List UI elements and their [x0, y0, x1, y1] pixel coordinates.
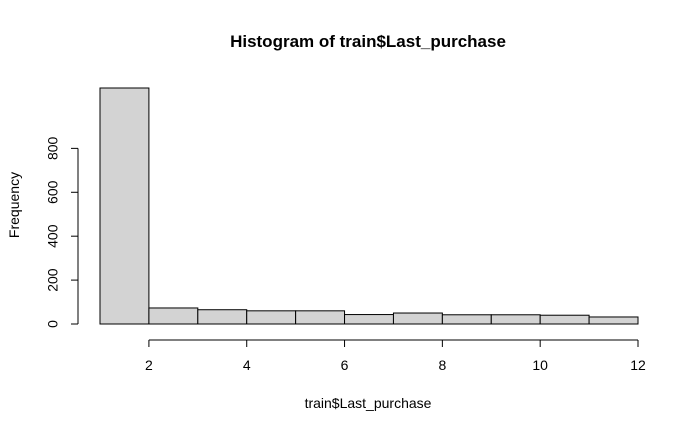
histogram-bar-8 — [441, 314, 492, 325]
x-axis: 2 4 6 8 10 12 — [145, 339, 646, 373]
histogram-bar-9 — [490, 314, 541, 325]
histogram-bar-2 — [148, 307, 199, 325]
x-tick-label-12: 12 — [630, 357, 646, 373]
y-axis-label: Frequency — [6, 172, 22, 238]
histogram-bar-11 — [588, 316, 639, 325]
bars-group — [99, 87, 639, 325]
y-tick-label-0: 0 — [45, 320, 61, 328]
y-tick-label-800: 800 — [45, 136, 61, 160]
x-tick-label-6: 6 — [341, 357, 349, 373]
histogram-bar-6 — [344, 314, 394, 325]
x-tick-label-8: 8 — [438, 357, 446, 373]
histogram-bar-3 — [197, 309, 248, 325]
y-tick-label-400: 400 — [45, 224, 61, 248]
y-tick-label-600: 600 — [45, 180, 61, 204]
histogram-bar-5 — [295, 310, 346, 325]
y-tick-label-200: 200 — [45, 268, 61, 292]
chart-title: Histogram of train$Last_purchase — [230, 32, 506, 51]
histogram-bar-1 — [99, 87, 150, 325]
x-axis-label: train$Last_purchase — [305, 395, 432, 411]
y-axis: 0 200 400 600 800 — [45, 136, 79, 328]
histogram-bar-10 — [539, 314, 590, 325]
x-tick-label-2: 2 — [145, 357, 153, 373]
histogram-bar-4 — [246, 310, 297, 325]
x-tick-label-10: 10 — [532, 357, 548, 373]
x-tick-label-4: 4 — [243, 357, 251, 373]
histogram-bar-7 — [392, 312, 443, 325]
